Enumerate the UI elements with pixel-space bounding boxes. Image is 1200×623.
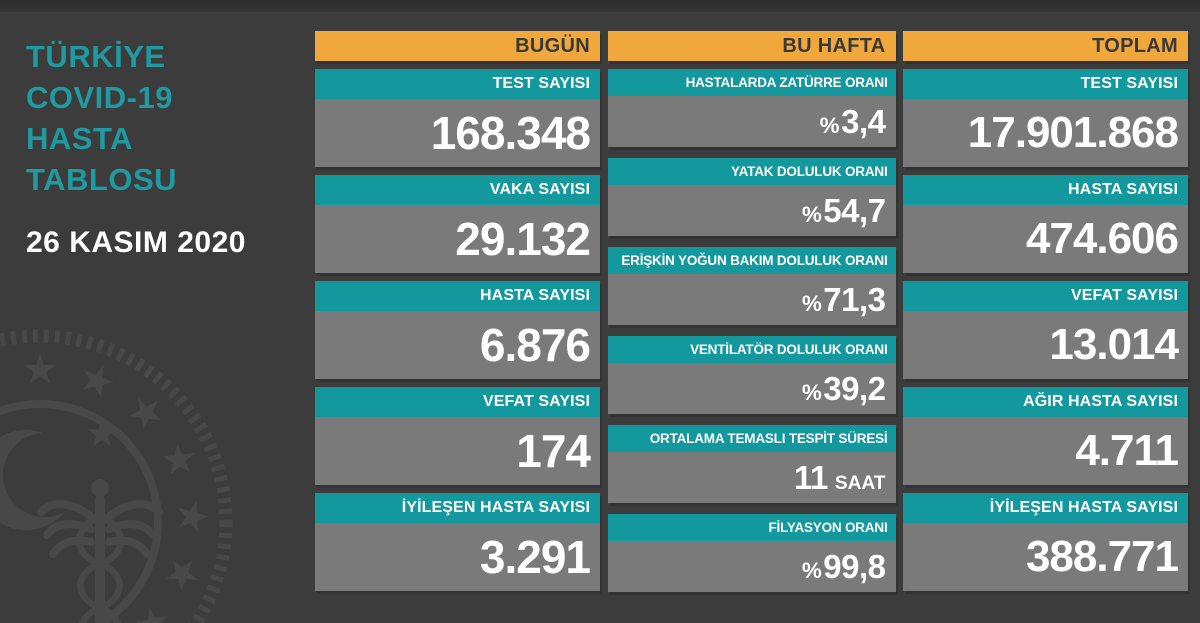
top-shade-strip xyxy=(0,0,1200,12)
stat-label: İYİLEŞEN HASTA SAYISI xyxy=(315,493,600,523)
title-line-4: TABLOSU xyxy=(26,162,178,197)
stat-label: ORTALAMA TEMASLI TESPİT SÜRESİ xyxy=(607,425,896,452)
stat-card-bugun-test: TEST SAYISI 168.348 xyxy=(315,69,600,167)
stat-value: %3,4 xyxy=(607,96,896,147)
stat-label: VAKA SAYISI xyxy=(315,175,600,205)
inner-ring xyxy=(0,400,162,623)
stat-card-toplam-iyilesen: İYİLEŞEN HASTA SAYISI 388.771 xyxy=(903,493,1188,591)
title-line-2: COVID-19 xyxy=(26,80,173,115)
stat-value: 388.771 xyxy=(903,523,1188,591)
title-line-3: HASTA xyxy=(26,121,133,156)
report-date: 26 KASIM 2020 xyxy=(26,226,246,259)
stat-value: 174 xyxy=(315,417,600,485)
stat-value: %54,7 xyxy=(607,185,896,236)
stat-value: 3.291 xyxy=(315,523,600,591)
stat-card-toplam-hasta: HASTA SAYISI 474.606 xyxy=(903,175,1188,273)
caduceus-icon xyxy=(37,479,163,623)
stat-value: 11 SAAT xyxy=(607,452,896,503)
column-header-bu-hafta: BU HAFTA xyxy=(607,31,896,61)
left-panel: TÜRKİYE COVID-19 HASTA TABLOSU 26 KASIM … xyxy=(26,36,306,260)
column-bugun: BUGÜN TEST SAYISI 168.348 VAKA SAYISI 29… xyxy=(315,31,600,599)
stat-label: TEST SAYISI xyxy=(903,69,1188,99)
rope-ring xyxy=(0,329,233,623)
column-header-bugun: BUGÜN xyxy=(315,31,600,61)
stat-label: TEST SAYISI xyxy=(315,69,600,99)
page-title: TÜRKİYE COVID-19 HASTA TABLOSU xyxy=(26,36,306,200)
stat-card-bugun-vefat: VEFAT SAYISI 174 xyxy=(315,387,600,485)
stat-label: AĞIR HASTA SAYISI xyxy=(903,387,1188,417)
stat-label: VEFAT SAYISI xyxy=(315,387,600,417)
stat-value: %39,2 xyxy=(607,363,896,414)
stat-value: 13.014 xyxy=(903,311,1188,379)
stat-card-toplam-vefat: VEFAT SAYISI 13.014 xyxy=(903,281,1188,379)
stat-card-bugun-vaka: VAKA SAYISI 29.132 xyxy=(315,175,600,273)
stat-card-bugun-hasta: HASTA SAYISI 6.876 xyxy=(315,281,600,379)
stat-label: YATAK DOLULUK ORANI xyxy=(607,158,896,185)
stat-label: HASTALARDA ZATÜRRE ORANI xyxy=(607,69,896,96)
stat-card-hafta-temasli: ORTALAMA TEMASLI TESPİT SÜRESİ 11 SAAT xyxy=(607,425,896,503)
stat-card-hafta-yogun-bakim: ERİŞKİN YOĞUN BAKIM DOLULUK ORANI %71,3 xyxy=(607,247,896,325)
stat-card-bugun-iyilesen: İYİLEŞEN HASTA SAYISI 3.291 xyxy=(315,493,600,591)
title-line-1: TÜRKİYE xyxy=(26,39,166,74)
stat-card-hafta-ventilator: VENTİLATÖR DOLULUK ORANI %39,2 xyxy=(607,336,896,414)
stat-label: FİLYASYON ORANI xyxy=(607,514,896,541)
stat-value: 168.348 xyxy=(315,99,600,167)
stat-card-hafta-zaturre: HASTALARDA ZATÜRRE ORANI %3,4 xyxy=(607,69,896,147)
column-header-toplam: TOPLAM xyxy=(903,31,1188,61)
column-toplam: TOPLAM TEST SAYISI 17.901.868 HASTA SAYI… xyxy=(903,31,1188,599)
stat-card-toplam-agir-hasta: AĞIR HASTA SAYISI 4.711 xyxy=(903,387,1188,485)
stat-label: HASTA SAYISI xyxy=(315,281,600,311)
ministry-of-health-emblem xyxy=(0,329,233,623)
stat-card-hafta-yatak: YATAK DOLULUK ORANI %54,7 xyxy=(607,158,896,236)
stat-value: 4.711 xyxy=(903,417,1188,485)
stat-value: 29.132 xyxy=(315,205,600,273)
column-bu-hafta: BU HAFTA HASTALARDA ZATÜRRE ORANI %3,4 Y… xyxy=(607,31,896,603)
stat-value: %99,8 xyxy=(607,541,896,592)
stat-card-hafta-filyasyon: FİLYASYON ORANI %99,8 xyxy=(607,514,896,592)
stat-label: VENTİLATÖR DOLULUK ORANI xyxy=(607,336,896,363)
stat-value: 17.901.868 xyxy=(903,99,1188,167)
stat-label: İYİLEŞEN HASTA SAYISI xyxy=(903,493,1188,523)
stat-columns: BUGÜN TEST SAYISI 168.348 VAKA SAYISI 29… xyxy=(315,31,1188,603)
stat-label: HASTA SAYISI xyxy=(903,175,1188,205)
stat-value: 474.606 xyxy=(903,205,1188,273)
stat-value: %71,3 xyxy=(607,274,896,325)
stat-card-toplam-test: TEST SAYISI 17.901.868 xyxy=(903,69,1188,167)
stat-label: ERİŞKİN YOĞUN BAKIM DOLULUK ORANI xyxy=(607,247,896,274)
stat-value: 6.876 xyxy=(315,311,600,379)
stat-label: VEFAT SAYISI xyxy=(903,281,1188,311)
